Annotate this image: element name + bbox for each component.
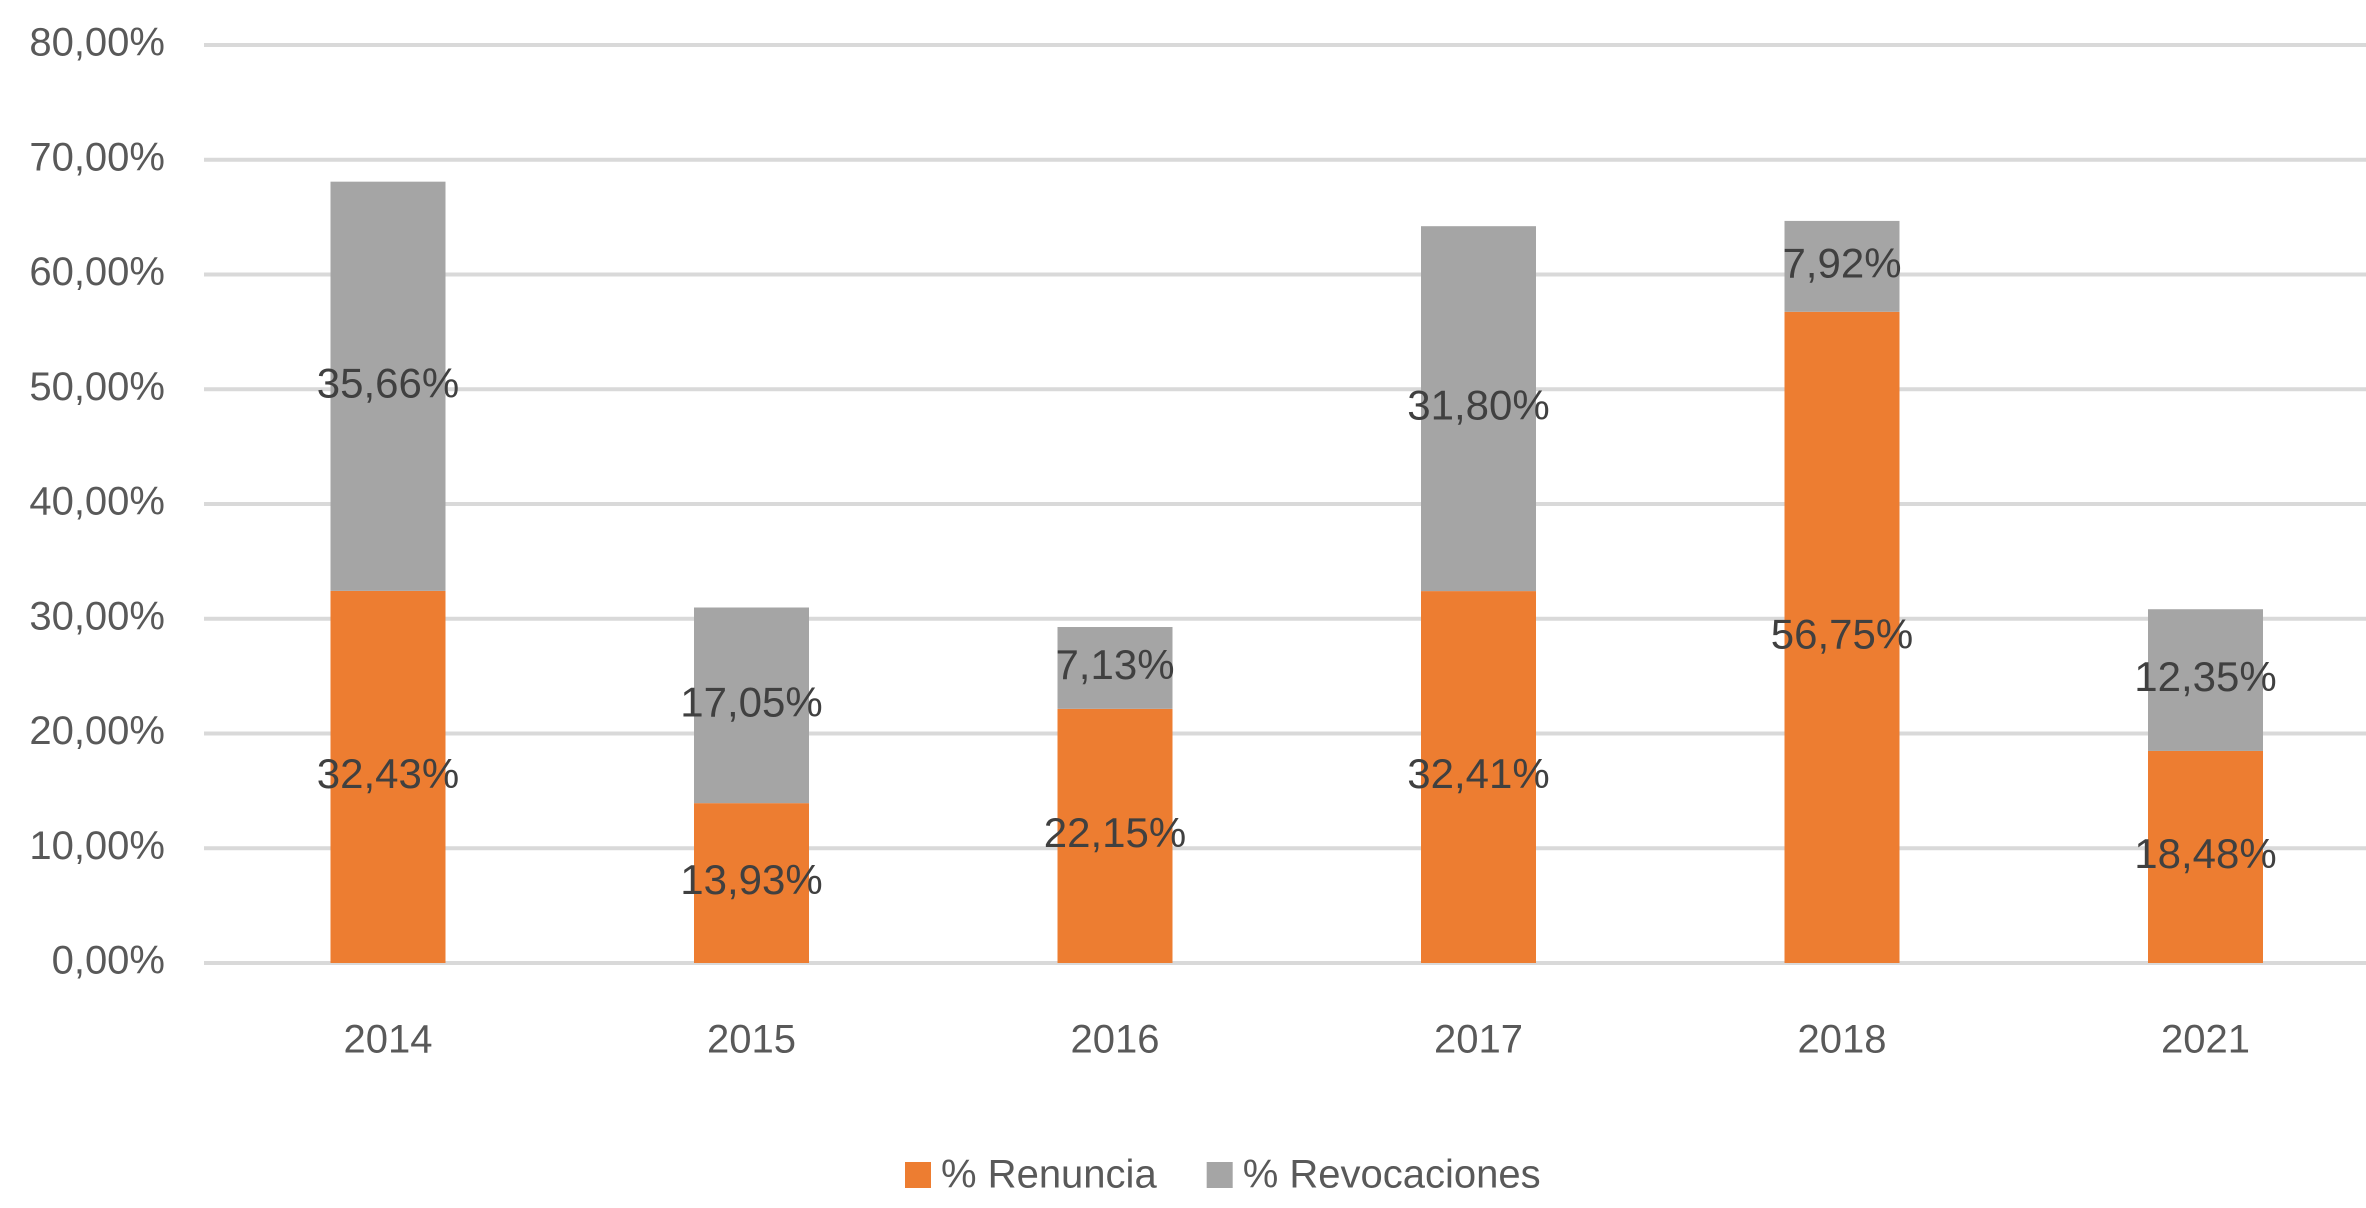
y-tick-label: 0,00% <box>52 939 165 983</box>
y-tick-label: 40,00% <box>29 480 165 524</box>
data-label: 35,66% <box>317 359 459 406</box>
x-tick-label: 2015 <box>707 1018 796 1062</box>
x-tick-label: 2021 <box>2161 1018 2250 1062</box>
x-tick-label: 2017 <box>1434 1018 1523 1062</box>
bar-segment <box>694 607 809 804</box>
legend-label: % Revocaciones <box>1243 1153 1541 1197</box>
y-tick-label: 80,00% <box>29 21 165 65</box>
y-tick-label: 20,00% <box>29 709 165 753</box>
data-label: 7,13% <box>1055 641 1174 688</box>
bar-segment <box>1057 708 1173 963</box>
bar-segment <box>2148 609 2263 751</box>
bar-segment <box>1784 220 1900 312</box>
data-label: 12,35% <box>2134 653 2276 700</box>
legend-swatch <box>1206 1162 1233 1188</box>
data-label: 32,43% <box>317 750 459 797</box>
x-tick-label: 2018 <box>1798 1018 1887 1062</box>
data-label: 56,75% <box>1771 610 1913 657</box>
data-label: 22,15% <box>1044 809 1186 856</box>
bar-segment <box>1421 591 1536 963</box>
data-label: 7,92% <box>1782 239 1901 286</box>
bar-segment <box>694 803 809 963</box>
bar-segment <box>1784 311 1900 963</box>
legend-label: % Renuncia <box>941 1153 1157 1197</box>
bar-segment <box>1057 627 1173 709</box>
data-label: 18,48% <box>2134 830 2276 877</box>
x-tick-label: 2016 <box>1071 1018 1160 1062</box>
y-tick-label: 70,00% <box>29 135 165 179</box>
data-label: 13,93% <box>680 856 822 903</box>
legend-swatch <box>905 1162 931 1188</box>
y-tick-label: 10,00% <box>29 824 165 868</box>
data-label: 32,41% <box>1407 750 1549 797</box>
data-label: 17,05% <box>680 678 822 725</box>
y-tick-label: 50,00% <box>29 365 165 409</box>
x-tick-label: 2014 <box>344 1018 433 1062</box>
bar-segment <box>2148 750 2263 963</box>
data-label: 31,80% <box>1407 382 1549 429</box>
bar-segment <box>330 590 446 963</box>
bar-segment <box>330 181 446 591</box>
y-tick-label: 60,00% <box>29 250 165 294</box>
y-tick-label: 30,00% <box>29 594 165 638</box>
bar-segment <box>1421 226 1536 592</box>
